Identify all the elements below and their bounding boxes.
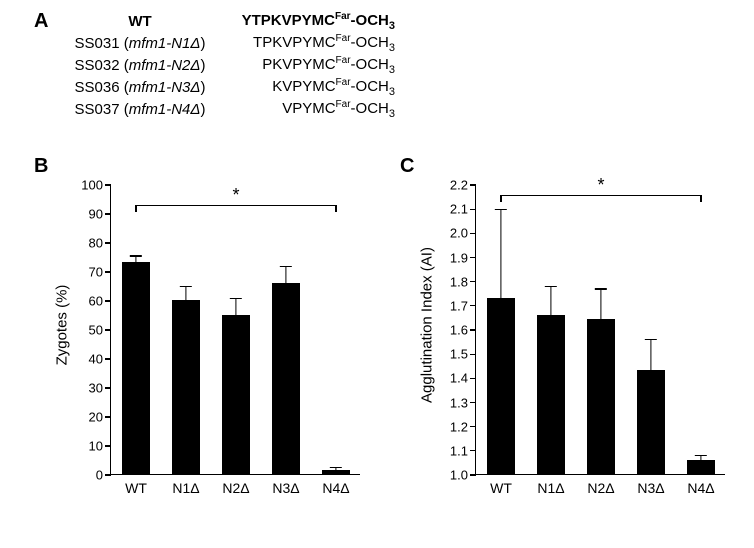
panel-b-label: B <box>34 155 48 178</box>
error-cap <box>695 455 707 456</box>
panel-a-row: SS037 (mfm1-N4Δ)VPYMCFar-OCH3 <box>60 98 400 120</box>
x-tick-label: N1Δ <box>172 474 199 496</box>
bar <box>687 460 715 475</box>
x-tick-label: N3Δ <box>637 474 664 496</box>
strain-cell: SS032 (mfm1-N2Δ) <box>60 57 220 74</box>
significance-tick <box>335 205 336 212</box>
plot-area-c: 1.01.11.21.31.41.51.61.71.81.92.02.12.2W… <box>475 185 725 475</box>
error-cap <box>180 286 192 287</box>
error-cap <box>330 467 342 468</box>
y-axis-label-c: Agglutination Index (AI) <box>419 247 436 403</box>
seq-sub: 3 <box>389 20 395 32</box>
significance-star: * <box>232 185 239 206</box>
chart-zygotes: Zygotes (%) 0102030405060708090100WTN1ΔN… <box>60 175 370 530</box>
y-tick-label: 2.2 <box>450 178 476 193</box>
y-tick-label: 0 <box>96 468 111 483</box>
y-tick-label: 40 <box>89 352 111 367</box>
y-tick-label: 1.0 <box>450 468 476 483</box>
error-cap <box>495 209 507 210</box>
y-tick-label: 70 <box>89 265 111 280</box>
significance-tick <box>135 205 136 212</box>
bar <box>222 315 250 475</box>
significance-star: * <box>597 175 604 196</box>
bar <box>172 300 200 474</box>
y-tick-label: 90 <box>89 207 111 222</box>
error-cap <box>280 266 292 267</box>
error-bar <box>235 298 236 315</box>
strain-cell: SS036 (mfm1-N3Δ) <box>60 79 220 96</box>
y-tick-label: 60 <box>89 294 111 309</box>
bar <box>272 283 300 474</box>
strain-cell: SS037 (mfm1-N4Δ) <box>60 101 220 118</box>
error-bar <box>135 256 136 263</box>
error-bar <box>185 287 186 302</box>
x-tick-label: N3Δ <box>272 474 299 496</box>
bar <box>637 370 665 474</box>
x-tick-label: WT <box>125 474 147 496</box>
y-tick-label: 1.4 <box>450 371 476 386</box>
x-tick-label: N1Δ <box>537 474 564 496</box>
y-tick-label: 2.0 <box>450 226 476 241</box>
error-cap <box>130 255 142 256</box>
y-tick-label: 100 <box>81 178 111 193</box>
y-tick-label: 1.3 <box>450 395 476 410</box>
seq-sup: Far <box>335 11 351 22</box>
error-bar <box>700 456 701 461</box>
panel-a-row: SS031 (mfm1-N1Δ)TPKVPYMCFar-OCH3 <box>60 32 400 54</box>
seq-prefix: YTPKVPYMC <box>242 12 335 29</box>
seq-suffix: -OCH <box>351 12 389 29</box>
error-cap <box>230 298 242 299</box>
y-tick-label: 1.7 <box>450 298 476 313</box>
error-cap <box>545 286 557 287</box>
bar <box>537 315 565 475</box>
chart-agglutination: Agglutination Index (AI) 1.01.11.21.31.4… <box>425 175 735 530</box>
sequence-cell: VPYMCFar-OCH3 <box>220 99 395 120</box>
error-bar <box>650 340 651 371</box>
panel-a-header-right: YTPKVPYMCFar-OCH3 <box>220 11 395 32</box>
x-tick-label: N2Δ <box>587 474 614 496</box>
error-bar <box>550 287 551 316</box>
sequence-cell: KVPYMCFar-OCH3 <box>220 77 395 98</box>
panel-a-header-left: WT <box>60 13 220 30</box>
bar <box>487 298 515 474</box>
y-axis-label-b: Zygotes (%) <box>54 285 71 366</box>
y-tick-label: 1.5 <box>450 347 476 362</box>
y-tick-label: 1.2 <box>450 419 476 434</box>
y-tick-label: 20 <box>89 410 111 425</box>
panel-a-label: A <box>34 10 48 33</box>
y-tick-label: 1.6 <box>450 323 476 338</box>
panel-a-header: WT YTPKVPYMCFar-OCH3 <box>60 10 400 32</box>
significance-tick <box>700 195 701 202</box>
panel-a-row: SS036 (mfm1-N3Δ)KVPYMCFar-OCH3 <box>60 76 400 98</box>
x-tick-label: N4Δ <box>687 474 714 496</box>
y-tick-label: 2.1 <box>450 202 476 217</box>
error-cap <box>645 339 657 340</box>
y-tick-label: 1.1 <box>450 443 476 458</box>
y-tick-label: 10 <box>89 439 111 454</box>
bar <box>122 262 150 474</box>
bar <box>587 319 615 474</box>
error-bar <box>600 289 601 320</box>
y-tick-label: 80 <box>89 236 111 251</box>
sequence-cell: PKVPYMCFar-OCH3 <box>220 55 395 76</box>
sequence-cell: TPKVPYMCFar-OCH3 <box>220 33 395 54</box>
plot-area-b: 0102030405060708090100WTN1ΔN2ΔN3ΔN4Δ* <box>110 185 360 475</box>
panel-c-label: C <box>400 155 414 178</box>
x-tick-label: N2Δ <box>222 474 249 496</box>
strain-cell: SS031 (mfm1-N1Δ) <box>60 35 220 52</box>
y-tick-label: 1.9 <box>450 250 476 265</box>
x-tick-label: N4Δ <box>322 474 349 496</box>
panel-a-table: WT YTPKVPYMCFar-OCH3 SS031 (mfm1-N1Δ)TPK… <box>60 10 400 120</box>
panel-a-row: SS032 (mfm1-N2Δ)PKVPYMCFar-OCH3 <box>60 54 400 76</box>
significance-tick <box>500 195 501 202</box>
y-tick-label: 30 <box>89 381 111 396</box>
error-bar <box>285 266 286 283</box>
y-tick-label: 50 <box>89 323 111 338</box>
y-tick-label: 1.8 <box>450 274 476 289</box>
error-cap <box>595 288 607 289</box>
x-tick-label: WT <box>490 474 512 496</box>
error-bar <box>500 209 501 298</box>
